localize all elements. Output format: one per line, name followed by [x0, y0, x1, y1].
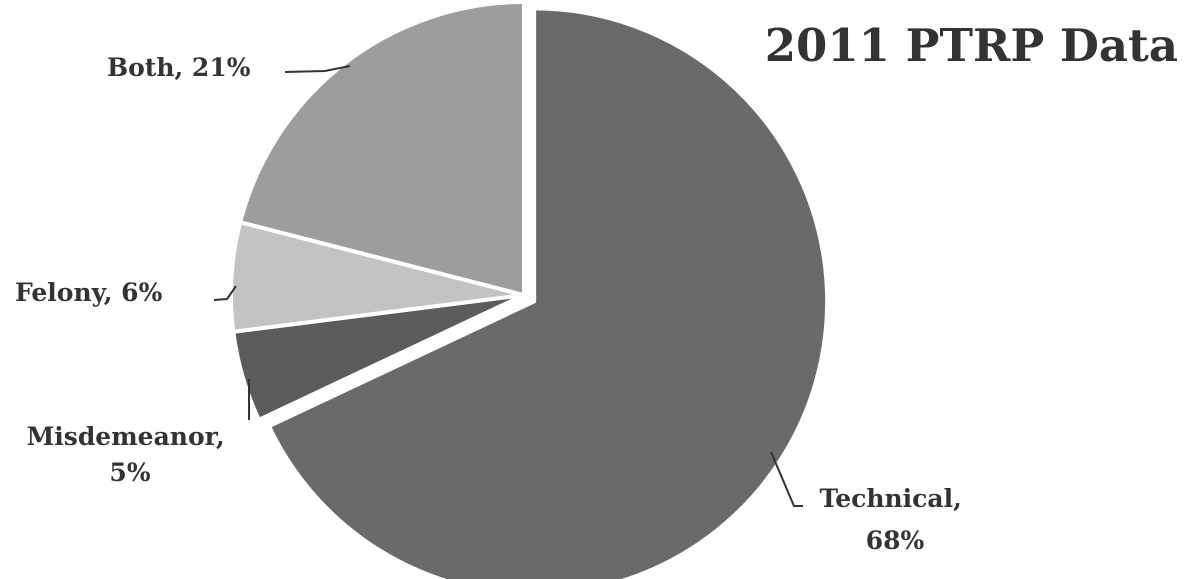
- data-label-technical: Technical, 68%: [819, 484, 970, 555]
- leader-lines: [213, 65, 803, 507]
- pie-slice-both: [238, 0, 526, 297]
- pie-slice-technical: [267, 6, 830, 579]
- data-label-both: Both, 21%: [107, 53, 251, 82]
- data-label-misdemeanor-line2: 5%: [109, 458, 150, 487]
- chart-title: 2011 PTRP Data: [765, 19, 1178, 72]
- data-label-felony: Felony, 6%: [15, 278, 163, 307]
- leader-line-both: [284, 65, 351, 73]
- data-label-misdemeanor: Misdemeanor, 5%: [27, 422, 234, 487]
- leader-line-technical: [770, 451, 803, 507]
- data-label-misdemeanor-line1: Misdemeanor,: [27, 422, 225, 451]
- leader-line-felony: [213, 285, 237, 301]
- pie-slices: [229, 0, 830, 579]
- data-label-technical-line2: 68%: [866, 526, 925, 555]
- data-label-technical-line1: Technical,: [819, 484, 961, 513]
